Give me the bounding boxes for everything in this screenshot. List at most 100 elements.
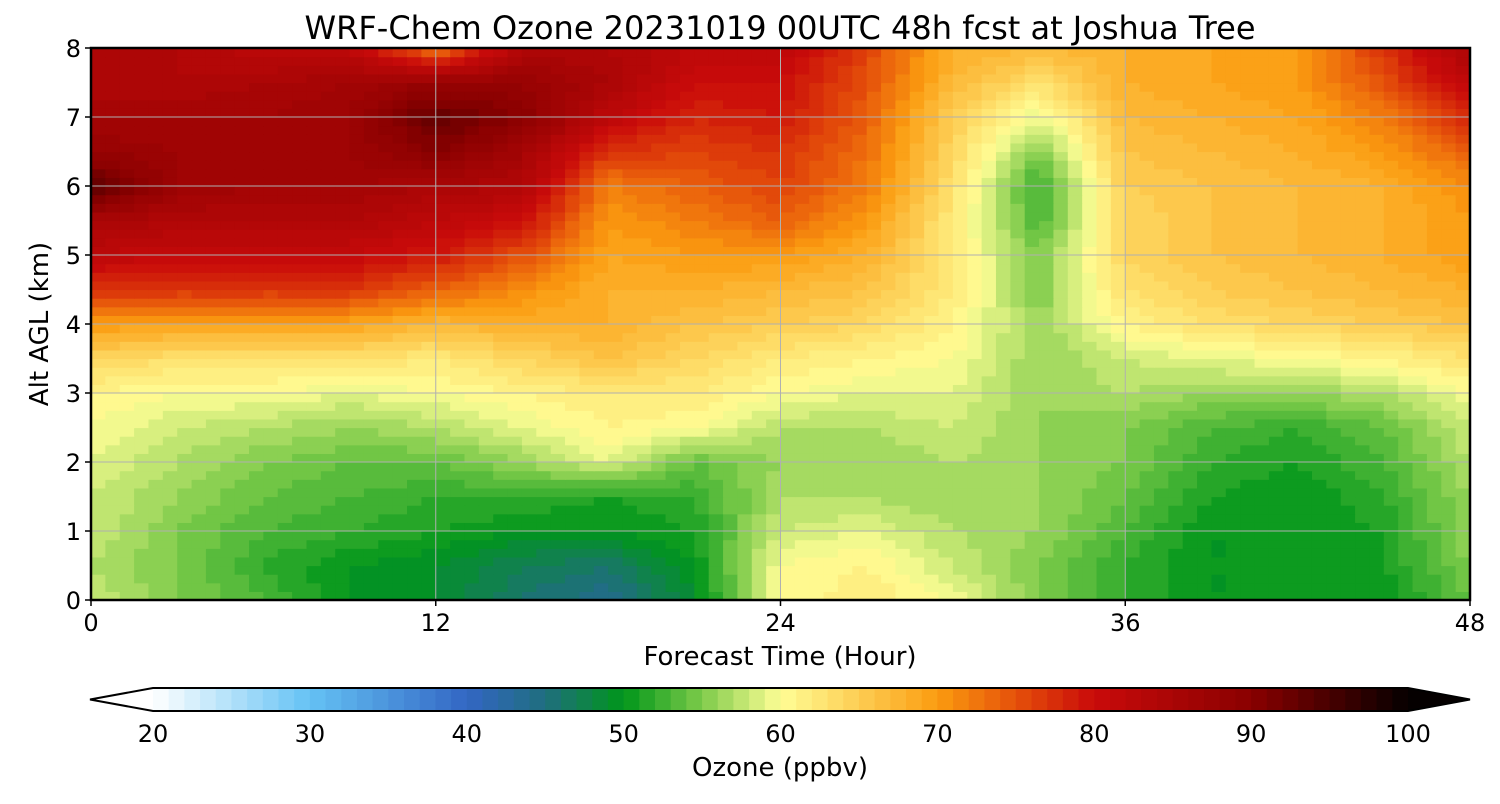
contour-cell	[651, 487, 667, 498]
contour-cell	[1082, 574, 1098, 584]
contour-cell	[622, 272, 638, 282]
contour-cell	[407, 237, 422, 247]
contour-cell	[249, 375, 264, 385]
contour-cell	[1297, 177, 1313, 187]
contour-cell	[134, 289, 150, 299]
contour-cell	[981, 556, 997, 567]
contour-cell	[378, 470, 394, 480]
contour-cell	[809, 255, 825, 265]
contour-cell	[852, 168, 868, 178]
contour-cell	[1182, 375, 1198, 385]
contour-cell	[363, 401, 379, 411]
contour-cell	[837, 186, 853, 196]
contour-cell	[593, 177, 609, 187]
contour-cell	[335, 168, 351, 178]
contour-cell	[435, 246, 451, 256]
contour-cell	[565, 341, 580, 351]
contour-cell	[881, 505, 897, 515]
contour-cell	[306, 151, 322, 161]
contour-cell	[1024, 470, 1040, 480]
contour-cell	[1182, 306, 1198, 316]
contour-cell	[407, 522, 422, 532]
contour-cell	[823, 186, 839, 196]
contour-cell	[263, 349, 279, 360]
contour-cell	[162, 177, 178, 187]
contour-cell	[1225, 418, 1241, 429]
contour-cell	[1125, 418, 1141, 429]
contour-cell	[909, 574, 925, 584]
contour-cell	[608, 367, 624, 377]
contour-cell	[105, 556, 121, 567]
contour-cell	[91, 203, 106, 213]
contour-cell	[1355, 349, 1371, 360]
contour-cell	[1268, 384, 1284, 394]
contour-cell	[1297, 436, 1313, 446]
contour-cell	[493, 341, 509, 351]
contour-cell	[277, 531, 293, 541]
contour-cell	[995, 280, 1011, 291]
contour-cell	[1441, 358, 1457, 368]
contour-cell	[1225, 539, 1241, 549]
contour-cell	[1197, 246, 1213, 256]
contour-cell	[1340, 367, 1356, 377]
contour-cell	[1426, 453, 1442, 463]
contour-cell	[651, 444, 667, 454]
contour-cell	[1455, 203, 1470, 213]
contour-cell	[1110, 401, 1126, 411]
contour-cell	[277, 220, 293, 230]
contour-cell	[1441, 160, 1457, 170]
contour-cell	[1398, 246, 1414, 256]
contour-cell	[550, 513, 566, 523]
contour-cell	[1441, 574, 1457, 584]
contour-cell	[823, 436, 839, 446]
contour-cell	[320, 315, 336, 325]
contour-cell	[1024, 246, 1040, 256]
contour-cell	[249, 539, 264, 549]
contour-cell	[981, 384, 997, 394]
contour-cell	[1225, 289, 1241, 299]
contour-cell	[1254, 531, 1270, 541]
contour-cell	[694, 453, 710, 463]
contour-cell	[1340, 548, 1356, 558]
contour-cell	[162, 246, 178, 256]
contour-cell	[1412, 427, 1428, 437]
contour-cell	[593, 324, 609, 334]
contour-cell	[809, 470, 825, 480]
contour-cell	[1211, 496, 1227, 506]
contour-cell	[1067, 203, 1083, 213]
contour-cell	[579, 237, 595, 247]
contour-cell	[780, 384, 796, 394]
contour-cell	[263, 160, 279, 170]
contour-cell	[608, 332, 624, 342]
contour-cell	[809, 574, 825, 584]
contour-cell	[1441, 211, 1457, 222]
contour-cell	[91, 522, 106, 532]
contour-cell	[1182, 186, 1198, 196]
contour-cell	[450, 280, 466, 291]
contour-cell	[1211, 220, 1227, 230]
contour-cell	[205, 375, 221, 385]
contour-cell	[91, 556, 106, 567]
contour-cell	[995, 453, 1011, 463]
contour-cell	[292, 341, 308, 351]
contour-cell	[622, 160, 638, 170]
contour-cell	[866, 479, 882, 489]
contour-cell	[679, 591, 695, 600]
contour-cell	[148, 513, 164, 523]
contour-cell	[550, 306, 566, 316]
contour-cell	[608, 186, 624, 196]
contour-cell	[708, 401, 724, 411]
contour-cell	[622, 255, 638, 265]
contour-cell	[1125, 410, 1141, 420]
contour-cell	[981, 410, 997, 420]
contour-cell	[249, 427, 264, 437]
contour-cell	[1326, 384, 1342, 394]
contour-cell	[1096, 565, 1112, 575]
contour-cell	[794, 531, 810, 541]
contour-cell	[1369, 194, 1385, 204]
contour-cell	[909, 375, 925, 385]
contour-cell	[191, 375, 207, 385]
contour-cell	[536, 168, 552, 178]
contour-cell	[536, 263, 552, 273]
contour-cell	[277, 556, 293, 567]
